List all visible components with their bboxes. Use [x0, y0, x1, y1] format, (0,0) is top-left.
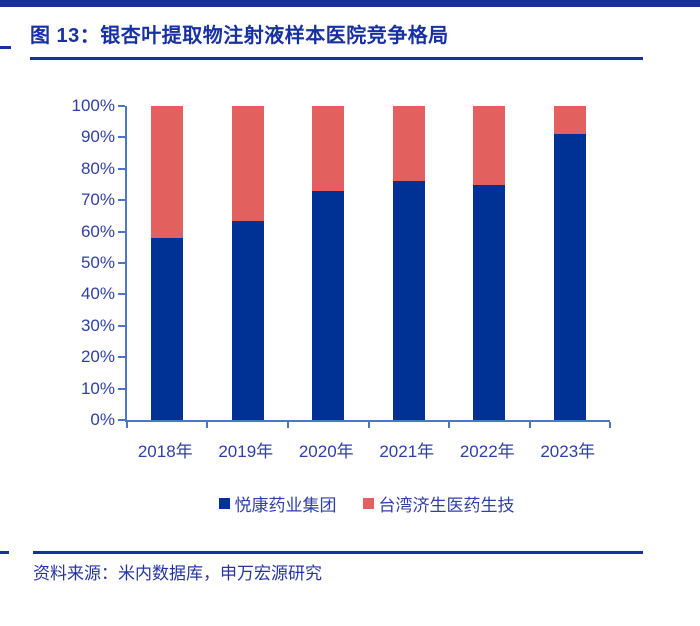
bar-2021年	[392, 106, 425, 420]
bar-2019年	[231, 106, 264, 420]
source-divider-rule	[33, 551, 643, 554]
y-tick-label: 30%	[80, 315, 115, 335]
y-tick-mark	[118, 293, 125, 296]
y-tick-mark	[118, 167, 125, 170]
y-tick-mark	[118, 136, 125, 139]
bar-segment-悦康药业集团	[553, 134, 586, 420]
left-edge-dash-bottom	[0, 551, 9, 554]
x-tick-mark	[286, 422, 289, 428]
y-tick-mark	[118, 199, 125, 202]
bar-category	[288, 106, 369, 420]
x-tick-mark	[206, 422, 209, 428]
bar-2022年	[473, 106, 506, 420]
x-tick-label: 2023年	[540, 442, 596, 461]
bar-category	[208, 106, 289, 420]
y-tick-label: 90%	[80, 127, 115, 147]
y-tick-label: 10%	[80, 378, 115, 398]
x-tick-label: 2018年	[137, 442, 193, 461]
x-tick-mark	[528, 422, 531, 428]
bar-category	[369, 106, 450, 420]
bar-segment-悦康药业集团	[392, 181, 425, 420]
y-tick-mark	[118, 262, 125, 264]
title-underline	[30, 57, 643, 60]
bar-segment-悦康药业集团	[473, 184, 506, 420]
chart-legend: 悦康药业集团 台湾济生医药生技	[125, 491, 608, 516]
y-axis-labels: 100% 90% 80% 70% 60% 50% 40% 30% 20% 10% 0%	[0, 96, 115, 429]
x-tick-mark	[609, 422, 611, 428]
bar-2020年	[312, 106, 345, 420]
x-tick-label: 2020年	[298, 442, 354, 461]
y-tick-label: 20%	[80, 347, 115, 367]
x-tick-mark	[126, 422, 128, 428]
y-tick-mark	[118, 230, 125, 233]
y-tick-mark	[118, 387, 125, 390]
plot-area	[118, 105, 611, 428]
bar-segment-台湾济生医药生技	[312, 106, 345, 191]
bar-segment-台湾济生医药生技	[231, 106, 264, 221]
x-tick-mark	[367, 422, 370, 428]
bar-segment-悦康药业集团	[151, 237, 184, 420]
x-tick-label: 2022年	[459, 442, 515, 461]
legend-swatch-icon	[218, 498, 230, 509]
y-tick-mark	[118, 419, 125, 421]
figure-title: 图 13：银杏叶提取物注射液样本医院竞争格局	[30, 25, 449, 47]
stacked-bars	[127, 106, 610, 420]
y-tick-label: 50%	[80, 253, 115, 272]
bar-segment-悦康药业集团	[231, 220, 264, 420]
bar-segment-台湾济生医药生技	[151, 106, 184, 238]
source-note: 资料来源：米内数据库，申万宏源研究	[33, 564, 322, 583]
legend-item: 悦康药业集团	[218, 491, 337, 516]
bar-segment-台湾济生医药生技	[473, 106, 506, 185]
y-tick-label: 40%	[80, 284, 115, 304]
bar-segment-台湾济生医药生技	[392, 106, 425, 182]
x-tick-mark	[447, 422, 450, 428]
y-tick-label: 0%	[90, 410, 115, 429]
legend-label: 台湾济生医药生技	[378, 496, 515, 515]
bar-2023年	[553, 106, 586, 420]
y-tick-mark	[118, 324, 125, 327]
legend-swatch-icon	[362, 498, 374, 509]
bar-category	[530, 106, 611, 420]
x-tick-label: 2021年	[379, 442, 435, 461]
bar-segment-悦康药业集团	[312, 190, 345, 420]
x-axis-labels: 2018年 2019年 2020年 2021年 2022年 2023年	[125, 437, 608, 462]
x-tick-label: 2019年	[218, 442, 274, 461]
bar-2018年	[151, 106, 184, 420]
y-tick-mark	[118, 356, 125, 359]
bar-segment-台湾济生医药生技	[553, 106, 586, 135]
y-tick-label: 100%	[71, 96, 115, 115]
y-tick-mark	[118, 105, 125, 107]
top-rule	[0, 0, 700, 7]
y-tick-label: 60%	[80, 221, 115, 241]
left-edge-dash-top	[0, 46, 11, 49]
y-tick-label: 70%	[80, 190, 115, 210]
legend-label: 悦康药业集团	[234, 496, 337, 515]
legend-item: 台湾济生医药生技	[362, 491, 515, 516]
bar-category	[449, 106, 530, 420]
y-tick-label: 80%	[80, 158, 115, 178]
bar-category	[127, 106, 208, 420]
